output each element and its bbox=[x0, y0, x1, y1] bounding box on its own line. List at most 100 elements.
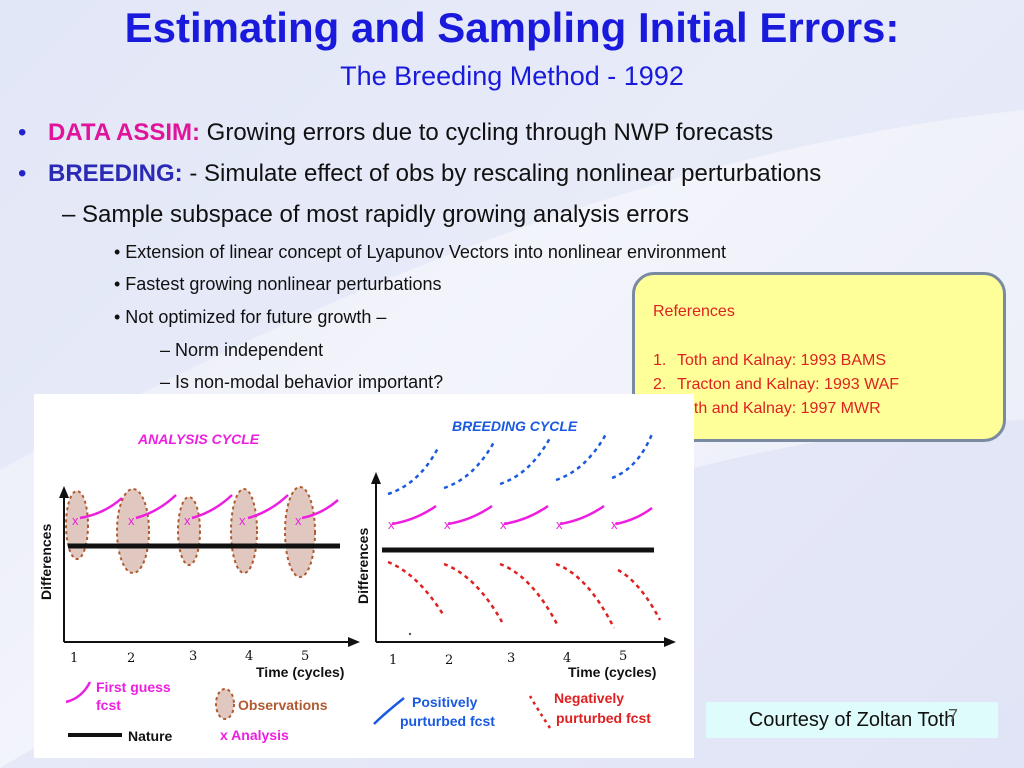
speck bbox=[408, 632, 412, 636]
observation-ellipse bbox=[116, 488, 150, 574]
sub-bullet-sample: – Sample subspace of most rapidly growin… bbox=[62, 201, 689, 228]
x-axis-label: Time (cycles) bbox=[568, 664, 656, 680]
observation-ellipse bbox=[65, 490, 89, 560]
analysis-marker: x bbox=[500, 517, 507, 532]
analysis-x-ticks: 1 2 3 4 5 bbox=[70, 649, 309, 666]
x-axis-arrow bbox=[348, 637, 360, 647]
legend-first-guess-swatch bbox=[65, 681, 92, 704]
data-assim-label: DATA ASSIM: bbox=[48, 119, 200, 146]
legend-positive-swatch bbox=[373, 697, 405, 725]
subsub-bullet-lyapunov: • Extension of linear concept of Lyapuno… bbox=[114, 242, 727, 262]
bullet-breeding: • BREEDING: - Simulate effect of obs by … bbox=[18, 159, 822, 189]
first-guess-curve bbox=[447, 504, 493, 526]
subsub-bullet-fastest: • Fastest growing nonlinear perturbation… bbox=[114, 274, 442, 294]
first-guess-curve bbox=[135, 494, 177, 520]
slide-subtitle: The Breeding Method - 1992 bbox=[340, 61, 684, 91]
analysis-marker: x bbox=[184, 513, 191, 528]
legend-analysis-label: x Analysis bbox=[220, 727, 289, 743]
first-guess-curve bbox=[391, 504, 437, 526]
legend-nature-label: Nature bbox=[128, 728, 173, 744]
analysis-panel: ANALYSIS CYCLE Differences bbox=[38, 431, 360, 680]
first-guess-curves bbox=[79, 494, 339, 520]
y-axis-label: Differences bbox=[355, 528, 371, 604]
breeding-x-ticks: 1 2 3 4 5 bbox=[389, 649, 627, 668]
analysis-cycle-title: ANALYSIS CYCLE bbox=[137, 431, 260, 447]
first-guess-curve bbox=[301, 499, 339, 520]
legend-first-guess-label-2: fcst bbox=[96, 697, 121, 713]
figure-legend: First guess fcst Nature Observations x A… bbox=[65, 679, 651, 744]
bullet-marker: • bbox=[18, 160, 27, 187]
legend-positive-label-2: purturbed fcst bbox=[400, 713, 495, 729]
subsub-bullet-not-optimized: • Not optimized for future growth – bbox=[114, 307, 387, 327]
positive-curve bbox=[499, 437, 552, 486]
tick-label: 3 bbox=[189, 649, 197, 664]
analysis-marker: x bbox=[239, 513, 246, 528]
bullet-marker: • bbox=[18, 119, 27, 146]
reference-item: 2. Tracton and Kalnay: 1993 WAF bbox=[653, 376, 900, 393]
bullet-data-assim: • DATA ASSIM: Growing errors due to cycl… bbox=[18, 118, 774, 148]
observation-ellipses bbox=[65, 486, 316, 578]
analysis-marker: x bbox=[295, 513, 302, 528]
level4-norm-independent: – Norm independent bbox=[160, 340, 324, 360]
courtesy-note: Courtesy of Zoltan Toth bbox=[706, 702, 998, 738]
analysis-marker: x bbox=[444, 517, 451, 532]
first-guess-curve bbox=[615, 506, 653, 526]
legend-observations-label: Observations bbox=[238, 697, 328, 713]
reference-item: 1. Toth and Kalnay: 1993 BAMS bbox=[653, 352, 887, 369]
level4-non-modal: – Is non-modal behavior important? bbox=[160, 372, 444, 392]
breeding-figure-svg: ANALYSIS CYCLE Differences bbox=[38, 418, 676, 744]
legend-observation-swatch bbox=[215, 688, 235, 720]
breeding-panel: BREEDING CYCLE Differences bbox=[355, 418, 676, 680]
negative-curve bbox=[387, 560, 446, 617]
slide-title: Estimating and Sampling Initial Errors: bbox=[124, 4, 900, 51]
x-axis-arrow bbox=[664, 637, 676, 647]
tick-label: 5 bbox=[301, 649, 309, 664]
tick-label: 1 bbox=[70, 651, 78, 666]
breeding-label: BREEDING: bbox=[48, 160, 183, 187]
tick-label: 2 bbox=[445, 653, 453, 668]
page-number: 7 bbox=[948, 706, 959, 726]
tick-label: 5 bbox=[619, 649, 627, 664]
y-axis-label: Differences bbox=[38, 524, 54, 600]
first-guess-curve bbox=[191, 494, 233, 520]
references-box: References 1. Toth and Kalnay: 1993 BAMS … bbox=[632, 272, 1006, 442]
legend-negative-label: Negatively bbox=[554, 690, 624, 706]
positive-perturbed-curves bbox=[387, 433, 654, 496]
tick-label: 4 bbox=[563, 651, 571, 666]
positive-curve bbox=[387, 447, 440, 496]
observation-ellipse bbox=[230, 488, 258, 574]
first-guess-curve bbox=[79, 497, 123, 520]
breeding-text: - Simulate effect of obs by rescaling no… bbox=[182, 160, 822, 187]
first-guess-curve bbox=[559, 504, 605, 526]
negative-curve bbox=[617, 568, 662, 621]
analysis-markers: x x x x x bbox=[72, 513, 302, 528]
positive-curve bbox=[611, 433, 654, 480]
negative-curve bbox=[499, 562, 560, 627]
breeding-figure: ANALYSIS CYCLE Differences bbox=[34, 394, 694, 758]
negative-curve bbox=[443, 562, 504, 623]
y-axis-arrow bbox=[371, 472, 381, 484]
data-assim-text: Growing errors due to cycling through NW… bbox=[199, 119, 774, 146]
negative-curve bbox=[555, 562, 616, 629]
tick-label: 4 bbox=[245, 649, 253, 664]
tick-label: 3 bbox=[507, 651, 515, 666]
positive-curve bbox=[443, 441, 496, 490]
references-title: References bbox=[653, 303, 735, 320]
first-guess-curve bbox=[503, 504, 549, 526]
first-guess-curve bbox=[247, 494, 289, 520]
positive-curve bbox=[555, 433, 608, 482]
legend-positive-label: Positively bbox=[412, 694, 478, 710]
negative-perturbed-curves bbox=[387, 560, 662, 629]
breeding-first-guess-curves bbox=[391, 504, 653, 526]
breeding-cycle-title: BREEDING CYCLE bbox=[452, 418, 578, 434]
breeding-markers: x x x x x bbox=[388, 517, 618, 532]
analysis-marker: x bbox=[72, 513, 79, 528]
analysis-marker: x bbox=[556, 517, 563, 532]
x-axis-label: Time (cycles) bbox=[256, 664, 344, 680]
analysis-marker: x bbox=[128, 513, 135, 528]
legend-negative-label-2: purturbed fcst bbox=[556, 710, 651, 726]
tick-label: 2 bbox=[127, 651, 135, 666]
legend-first-guess-label: First guess bbox=[96, 679, 171, 695]
tick-label: 1 bbox=[389, 653, 397, 668]
observation-ellipse bbox=[177, 496, 201, 566]
